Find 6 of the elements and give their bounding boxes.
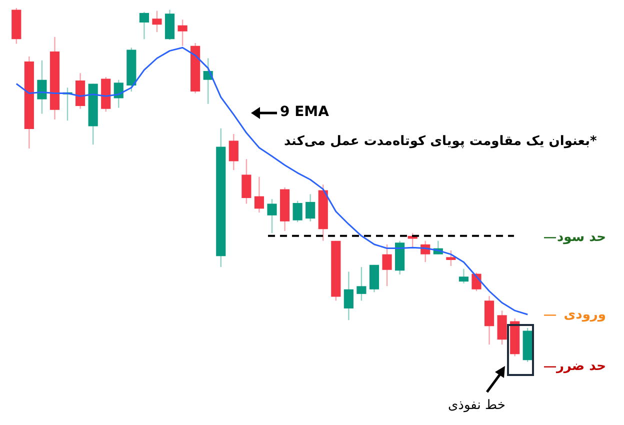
text: خط نفوذی: [448, 398, 506, 413]
ref-line-label: ورودی: [564, 308, 606, 323]
annotation: *بعنوان یک مقاومت پویای کوتاه‌مدت عمل می‌کند: [284, 134, 597, 149]
ref-line-label: حد ضرر: [555, 359, 606, 374]
text: 9 EMA: [280, 104, 329, 120]
ref-line-label: حد سود: [556, 230, 606, 246]
